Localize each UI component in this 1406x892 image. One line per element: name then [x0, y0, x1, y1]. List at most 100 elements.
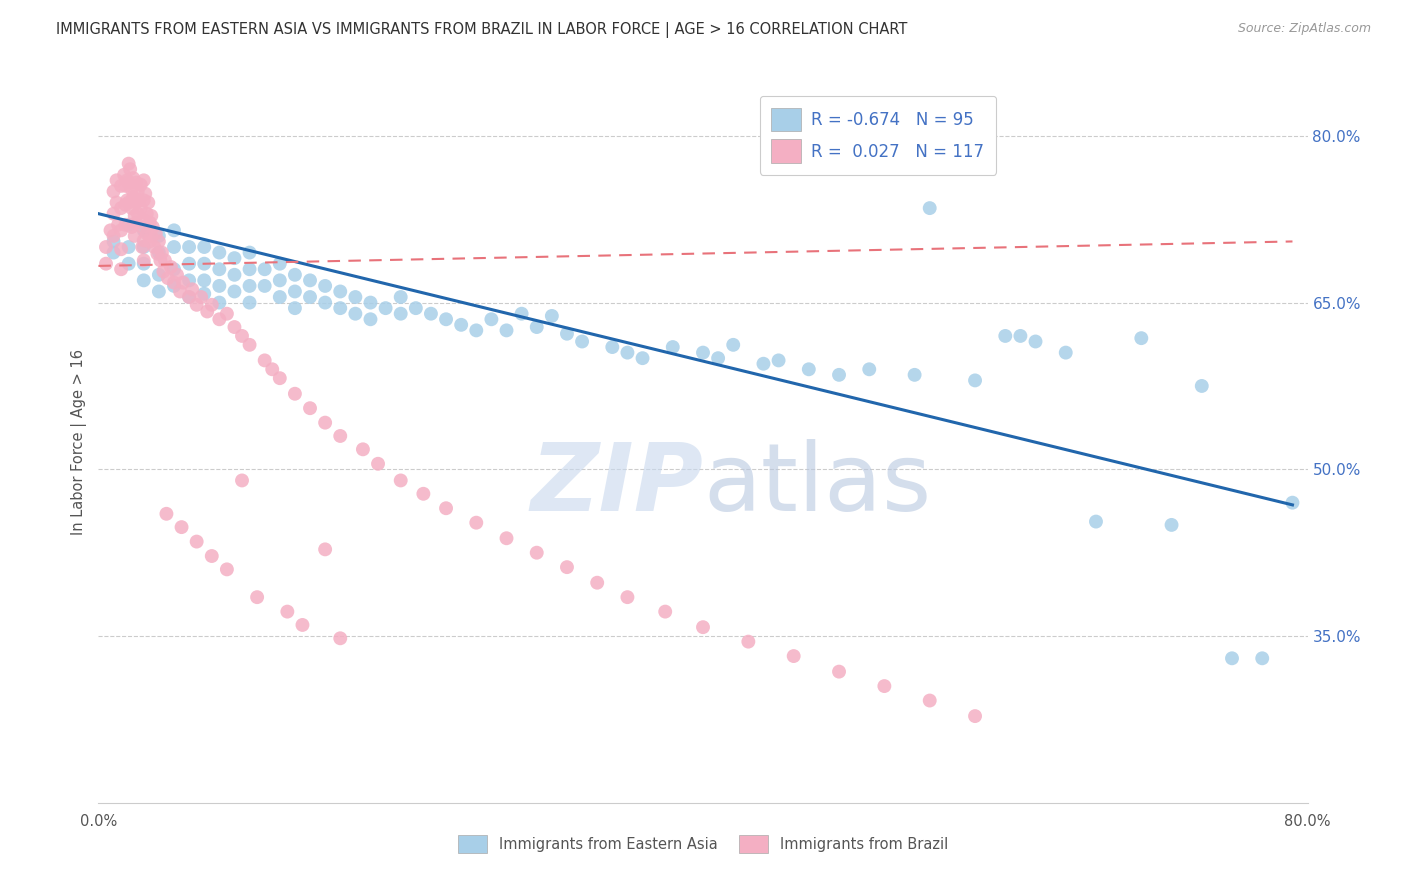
- Point: [692, 620, 714, 634]
- Point: [239, 338, 262, 352]
- Point: [110, 242, 132, 256]
- Point: [166, 268, 188, 282]
- Point: [103, 185, 125, 199]
- Text: Source: ZipAtlas.com: Source: ZipAtlas.com: [1237, 22, 1371, 36]
- Point: [450, 318, 472, 332]
- Point: [616, 345, 638, 359]
- Point: [135, 207, 157, 221]
- Point: [329, 285, 352, 299]
- Point: [299, 290, 322, 304]
- Point: [269, 371, 291, 385]
- Point: [723, 338, 745, 352]
- Point: [276, 605, 298, 619]
- Point: [768, 353, 790, 368]
- Point: [1010, 329, 1032, 343]
- Point: [352, 442, 374, 457]
- Point: [114, 198, 136, 212]
- Point: [253, 262, 276, 277]
- Point: [602, 340, 624, 354]
- Point: [179, 257, 201, 271]
- Point: [110, 201, 132, 215]
- Point: [253, 279, 276, 293]
- Point: [239, 245, 262, 260]
- Point: [828, 368, 851, 382]
- Point: [1054, 345, 1077, 359]
- Point: [132, 194, 155, 208]
- Point: [121, 201, 143, 215]
- Point: [344, 290, 367, 304]
- Point: [160, 260, 183, 274]
- Point: [148, 228, 170, 243]
- Point: [405, 301, 427, 315]
- Point: [195, 304, 218, 318]
- Point: [737, 634, 759, 648]
- Point: [224, 285, 246, 299]
- Point: [145, 227, 167, 241]
- Point: [139, 235, 162, 249]
- Point: [143, 240, 166, 254]
- Point: [105, 173, 128, 187]
- Point: [783, 649, 806, 664]
- Point: [163, 279, 186, 293]
- Point: [329, 429, 352, 443]
- Point: [135, 227, 157, 241]
- Point: [1251, 651, 1274, 665]
- Point: [215, 562, 238, 576]
- Point: [231, 329, 253, 343]
- Point: [155, 507, 177, 521]
- Point: [389, 290, 412, 304]
- Point: [707, 351, 730, 366]
- Point: [495, 323, 517, 337]
- Point: [163, 276, 186, 290]
- Point: [1085, 515, 1108, 529]
- Point: [208, 295, 231, 310]
- Point: [246, 590, 269, 604]
- Point: [141, 228, 163, 243]
- Point: [208, 262, 231, 277]
- Point: [128, 194, 150, 208]
- Point: [110, 178, 132, 193]
- Point: [148, 285, 170, 299]
- Point: [132, 173, 155, 187]
- Point: [284, 285, 307, 299]
- Legend: Immigrants from Eastern Asia, Immigrants from Brazil: Immigrants from Eastern Asia, Immigrants…: [450, 828, 956, 861]
- Point: [201, 549, 224, 563]
- Point: [360, 295, 382, 310]
- Point: [127, 207, 149, 221]
- Point: [420, 307, 443, 321]
- Point: [179, 290, 201, 304]
- Point: [571, 334, 593, 349]
- Text: IMMIGRANTS FROM EASTERN ASIA VS IMMIGRANTS FROM BRAZIL IN LABOR FORCE | AGE > 16: IMMIGRANTS FROM EASTERN ASIA VS IMMIGRAN…: [56, 22, 908, 38]
- Point: [132, 233, 155, 247]
- Point: [654, 605, 676, 619]
- Point: [132, 253, 155, 268]
- Point: [110, 262, 132, 277]
- Point: [284, 386, 307, 401]
- Point: [314, 542, 336, 557]
- Point: [118, 240, 141, 254]
- Point: [239, 295, 262, 310]
- Point: [118, 257, 141, 271]
- Point: [152, 264, 174, 278]
- Point: [481, 312, 503, 326]
- Point: [94, 240, 117, 254]
- Point: [163, 223, 186, 237]
- Point: [118, 218, 141, 232]
- Point: [107, 218, 129, 232]
- Point: [299, 273, 322, 287]
- Point: [193, 240, 215, 254]
- Point: [344, 307, 367, 321]
- Point: [208, 279, 231, 293]
- Point: [125, 195, 148, 210]
- Point: [148, 245, 170, 260]
- Point: [115, 194, 138, 208]
- Point: [118, 156, 141, 170]
- Point: [239, 279, 262, 293]
- Point: [127, 185, 149, 199]
- Point: [121, 219, 143, 234]
- Point: [94, 257, 117, 271]
- Point: [367, 457, 389, 471]
- Point: [110, 223, 132, 237]
- Point: [412, 487, 434, 501]
- Point: [115, 173, 138, 187]
